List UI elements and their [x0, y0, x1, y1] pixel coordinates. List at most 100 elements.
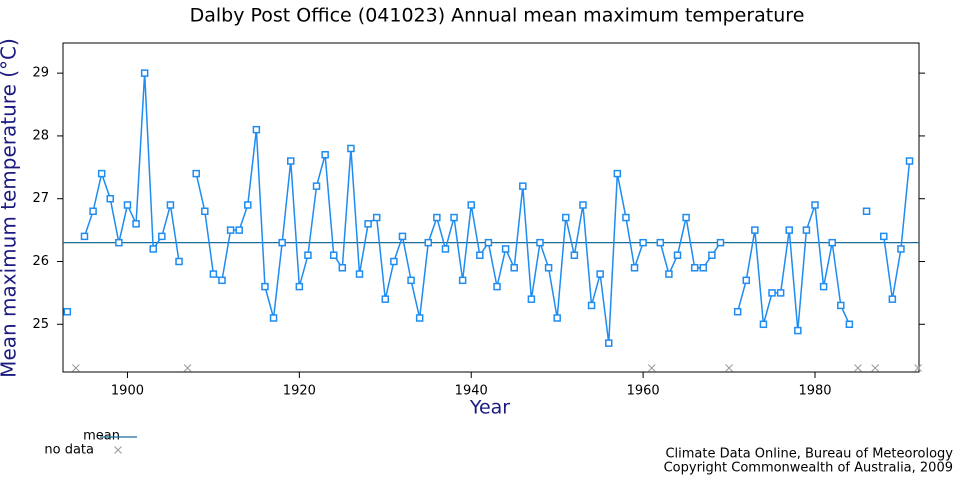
x-tick-label: 1940	[455, 384, 488, 399]
data-point	[785, 226, 793, 234]
data-point	[295, 282, 304, 291]
data-point	[802, 226, 811, 234]
credit: Copyright Commonwealth of Australia, 200…	[664, 461, 953, 476]
data-point	[441, 245, 450, 253]
data-point	[493, 282, 501, 291]
data-point	[519, 182, 527, 190]
data-point	[759, 320, 768, 329]
data-point	[639, 238, 647, 247]
data-point	[811, 201, 819, 209]
data-point	[544, 264, 553, 272]
data-point	[708, 251, 716, 259]
data-point	[501, 245, 510, 253]
x-tick-label: 1920	[283, 384, 316, 399]
data-point	[372, 213, 381, 222]
data-point	[682, 213, 690, 222]
data-point	[132, 220, 140, 228]
x-tick-label: 1980	[798, 384, 831, 399]
data-point	[562, 213, 570, 222]
data-point	[733, 307, 742, 316]
data-point	[673, 251, 682, 259]
data-point	[278, 238, 286, 247]
data-point	[690, 264, 699, 272]
data-point	[347, 144, 355, 153]
data-point	[794, 326, 802, 335]
data-point	[106, 194, 115, 203]
data-point	[269, 314, 278, 322]
chart-title: Dalby Post Office (041023) Annual mean m…	[190, 5, 805, 27]
credit: Climate Data Online, Bureau of Meteorolo…	[665, 447, 953, 462]
data-point	[261, 282, 269, 291]
data-point	[433, 213, 441, 222]
data-point	[845, 320, 854, 329]
data-point	[218, 276, 226, 285]
data-point	[630, 264, 639, 272]
data-point	[355, 270, 364, 278]
no-data-marker	[854, 364, 862, 372]
data-point	[656, 238, 665, 247]
data-point	[398, 232, 407, 241]
data-point	[905, 157, 914, 165]
series-line	[659, 217, 722, 277]
data-point	[415, 314, 424, 322]
data-point	[862, 207, 871, 216]
data-point	[828, 238, 836, 247]
data-point	[553, 314, 561, 322]
data-point	[252, 125, 261, 134]
data-point	[63, 307, 72, 316]
data-point	[570, 251, 579, 259]
x-tick-label: 1960	[627, 384, 660, 399]
data-point	[622, 213, 630, 222]
legend-label: mean	[83, 429, 120, 444]
data-point	[89, 207, 97, 216]
no-data-marker	[647, 364, 656, 372]
legend-swatch	[114, 446, 122, 454]
data-point	[287, 157, 295, 165]
y-axis-label: Mean maximum temperature (°C)	[0, 38, 21, 378]
series-line	[736, 204, 851, 331]
data-point	[175, 257, 183, 266]
data-point	[596, 270, 604, 278]
y-tick-label: 29	[32, 66, 49, 81]
data-point	[123, 201, 132, 209]
data-point	[158, 232, 166, 241]
x-tick-label: 1900	[111, 384, 144, 399]
data-point	[364, 220, 372, 228]
data-point	[476, 251, 484, 259]
data-point	[312, 182, 321, 190]
data-point	[768, 289, 776, 297]
series-line	[83, 73, 180, 262]
data-point	[467, 201, 475, 209]
data-point	[424, 238, 433, 247]
data-point	[665, 270, 673, 278]
data-point	[699, 264, 708, 272]
data-point	[329, 251, 338, 259]
data-point	[484, 238, 493, 247]
data-point	[716, 238, 725, 247]
data-point	[579, 201, 587, 209]
data-point	[338, 264, 347, 272]
data-point	[244, 201, 252, 209]
data-point	[450, 213, 458, 222]
no-data-marker	[871, 364, 880, 372]
no-data-marker	[725, 364, 733, 372]
data-point	[115, 238, 123, 247]
series-line	[883, 160, 911, 300]
data-point	[201, 207, 209, 216]
data-point	[587, 301, 596, 310]
data-point	[742, 276, 751, 285]
data-point	[510, 264, 518, 272]
data-point	[536, 238, 544, 247]
y-tick-label: 26	[32, 254, 49, 269]
data-point	[776, 289, 785, 297]
data-point	[226, 226, 235, 234]
data-point	[613, 169, 622, 178]
data-point	[837, 301, 845, 310]
data-point	[209, 270, 218, 278]
data-point	[407, 276, 415, 285]
y-tick-label: 25	[32, 317, 49, 332]
data-point	[166, 201, 175, 209]
data-point	[304, 251, 312, 259]
legend-label: no data	[44, 443, 94, 458]
